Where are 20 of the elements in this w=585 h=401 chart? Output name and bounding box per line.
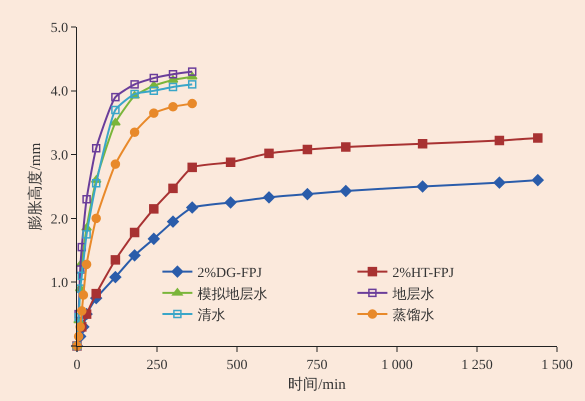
legend-label: 清水 bbox=[197, 308, 226, 324]
x-tick-label: 250 bbox=[146, 358, 168, 373]
y-tick-label: 1.0 bbox=[50, 276, 68, 292]
legend-label: 地层水 bbox=[391, 286, 434, 302]
x-tick-label: 1 250 bbox=[461, 358, 493, 373]
legend-label: 蒸馏水 bbox=[392, 308, 434, 324]
x-tick-label: 0 bbox=[74, 358, 80, 373]
y-tick-label: 4.0 bbox=[50, 84, 68, 100]
legend-label: 2%DG-FPJ bbox=[197, 266, 263, 282]
x-tick-label: 1 500 bbox=[541, 358, 573, 373]
y-tick-label: 5.0 bbox=[50, 20, 68, 36]
y-tick-label: 2.0 bbox=[50, 212, 68, 228]
x-tick-label: 500 bbox=[226, 358, 248, 373]
x-axis-title: 时间/min bbox=[288, 376, 346, 393]
legend-label: 模拟地层水 bbox=[197, 286, 268, 302]
x-tick-label: 1 000 bbox=[381, 358, 413, 373]
y-axis-title: 膨胀高度/mm bbox=[26, 142, 44, 230]
x-tick-label: 750 bbox=[306, 358, 328, 373]
y-tick-label: 3.0 bbox=[50, 148, 68, 164]
legend-label: 2%HT-FPJ bbox=[392, 266, 455, 282]
